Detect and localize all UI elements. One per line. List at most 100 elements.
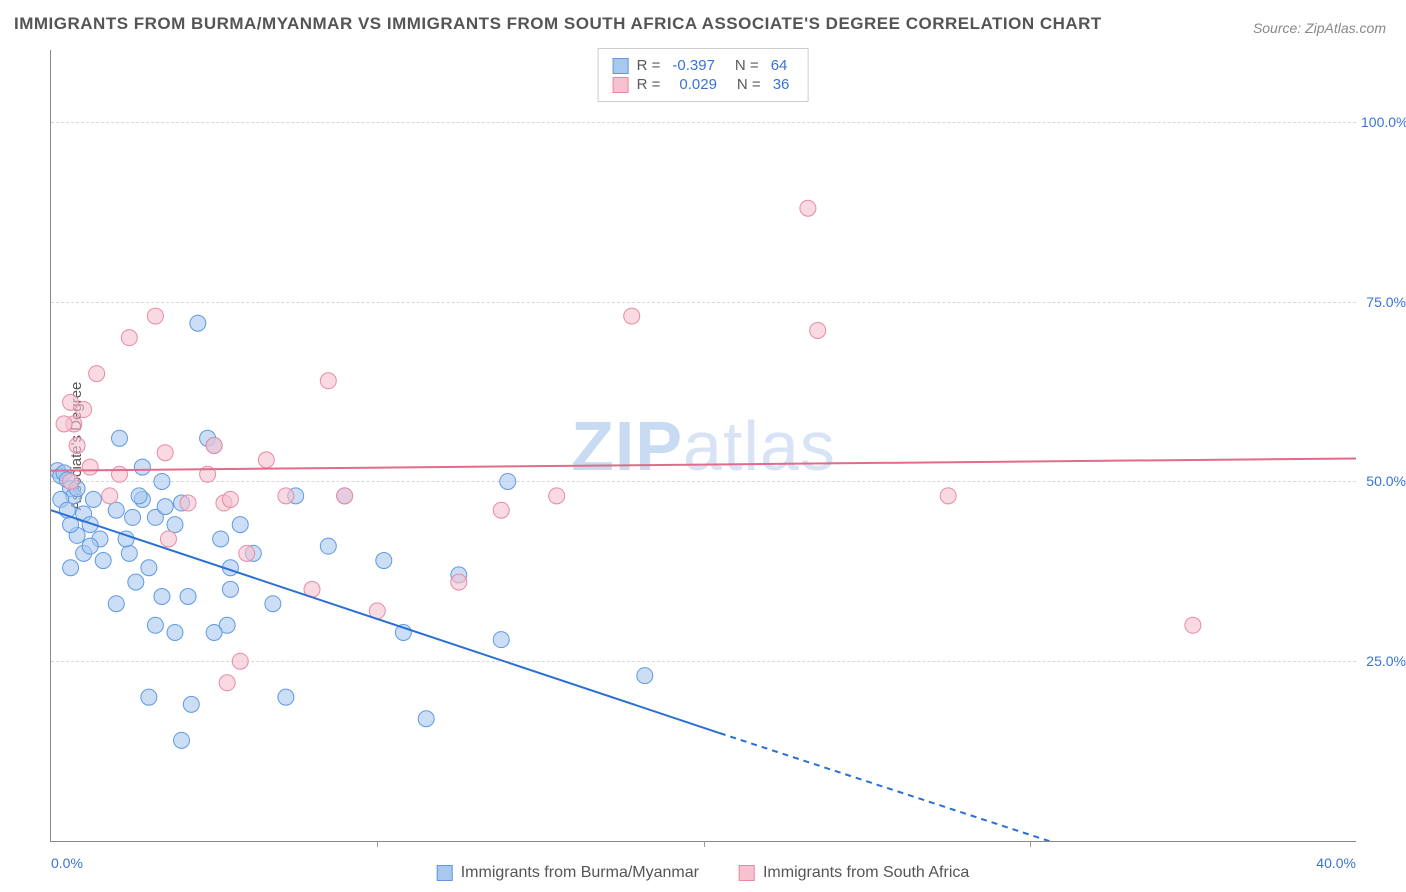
y-tick-label: 25.0%: [1361, 653, 1406, 669]
data-point: [337, 488, 353, 504]
r-label-1: R =: [637, 57, 661, 74]
data-point: [167, 517, 183, 533]
n-value-2: 36: [769, 76, 794, 93]
data-point: [1185, 617, 1201, 633]
data-point: [232, 653, 248, 669]
data-point: [147, 617, 163, 633]
legend-label-1: Immigrants from Burma/Myanmar: [461, 864, 699, 882]
x-tick-label: 0.0%: [51, 855, 83, 871]
data-point: [157, 445, 173, 461]
data-point: [121, 545, 137, 561]
data-point: [265, 596, 281, 612]
data-point: [63, 473, 79, 489]
swatch-series1: [613, 58, 629, 74]
data-point: [69, 438, 85, 454]
data-point: [112, 430, 128, 446]
r-value-1: -0.397: [668, 57, 719, 74]
data-point: [56, 416, 72, 432]
data-point: [219, 675, 235, 691]
data-point: [940, 488, 956, 504]
data-point: [278, 689, 294, 705]
x-tick-label: 40.0%: [1316, 855, 1356, 871]
swatch-bottom-2: [739, 865, 755, 881]
r-value-2: 0.029: [675, 76, 721, 93]
legend-label-2: Immigrants from South Africa: [763, 864, 969, 882]
n-label-1: N =: [735, 57, 759, 74]
legend-row-series1: R = -0.397 N = 64: [613, 57, 794, 74]
data-point: [174, 732, 190, 748]
data-point: [167, 624, 183, 640]
data-point: [125, 509, 141, 525]
data-point: [82, 538, 98, 554]
data-point: [76, 402, 92, 418]
data-point: [320, 373, 336, 389]
swatch-bottom-1: [437, 865, 453, 881]
data-point: [222, 581, 238, 597]
data-point: [418, 711, 434, 727]
y-tick-label: 50.0%: [1361, 473, 1406, 489]
data-point: [190, 315, 206, 331]
r-label-2: R =: [637, 76, 661, 93]
trend-line-extrapolated: [720, 733, 1356, 841]
data-point: [112, 466, 128, 482]
data-point: [102, 488, 118, 504]
data-point: [624, 308, 640, 324]
data-point: [147, 308, 163, 324]
data-point: [121, 330, 137, 346]
data-point: [95, 553, 111, 569]
data-point: [141, 560, 157, 576]
source-attribution: Source: ZipAtlas.com: [1253, 20, 1386, 36]
n-value-1: 64: [767, 57, 792, 74]
source-label: Source:: [1253, 20, 1301, 36]
data-point: [206, 624, 222, 640]
data-point: [141, 689, 157, 705]
data-point: [131, 488, 147, 504]
data-point: [206, 438, 222, 454]
correlation-legend: R = -0.397 N = 64 R = 0.029 N = 36: [598, 48, 809, 102]
data-point: [183, 696, 199, 712]
data-point: [213, 531, 229, 547]
source-value: ZipAtlas.com: [1305, 20, 1386, 36]
data-point: [180, 589, 196, 605]
y-tick-label: 75.0%: [1361, 294, 1406, 310]
chart-title: IMMIGRANTS FROM BURMA/MYANMAR VS IMMIGRA…: [14, 14, 1102, 34]
plot-area: ZIPatlas 25.0%50.0%75.0%100.0%0.0%40.0%: [50, 50, 1356, 842]
legend-row-series2: R = 0.029 N = 36: [613, 76, 794, 93]
n-label-2: N =: [737, 76, 761, 93]
legend-item-1: Immigrants from Burma/Myanmar: [437, 864, 699, 882]
data-point: [320, 538, 336, 554]
data-point: [493, 502, 509, 518]
data-point: [258, 452, 274, 468]
data-point: [128, 574, 144, 590]
legend-item-2: Immigrants from South Africa: [739, 864, 969, 882]
data-point: [108, 596, 124, 612]
data-point: [549, 488, 565, 504]
data-point: [154, 589, 170, 605]
data-point: [160, 531, 176, 547]
data-point: [63, 560, 79, 576]
swatch-series2: [613, 77, 629, 93]
data-point: [134, 459, 150, 475]
data-point: [493, 632, 509, 648]
data-point: [82, 459, 98, 475]
data-point: [451, 574, 467, 590]
data-point: [278, 488, 294, 504]
data-point: [800, 200, 816, 216]
data-point: [810, 322, 826, 338]
data-point: [500, 473, 516, 489]
data-point: [232, 517, 248, 533]
data-point: [85, 491, 101, 507]
trend-line: [51, 458, 1356, 470]
data-point: [157, 499, 173, 515]
data-point: [154, 473, 170, 489]
data-point: [108, 502, 124, 518]
y-tick-label: 100.0%: [1361, 114, 1406, 130]
data-point: [637, 668, 653, 684]
scatter-plot-svg: [51, 50, 1356, 841]
data-point: [239, 545, 255, 561]
data-point: [376, 553, 392, 569]
data-point: [180, 495, 196, 511]
data-point: [222, 491, 238, 507]
series-legend: Immigrants from Burma/Myanmar Immigrants…: [437, 864, 970, 882]
data-point: [89, 366, 105, 382]
